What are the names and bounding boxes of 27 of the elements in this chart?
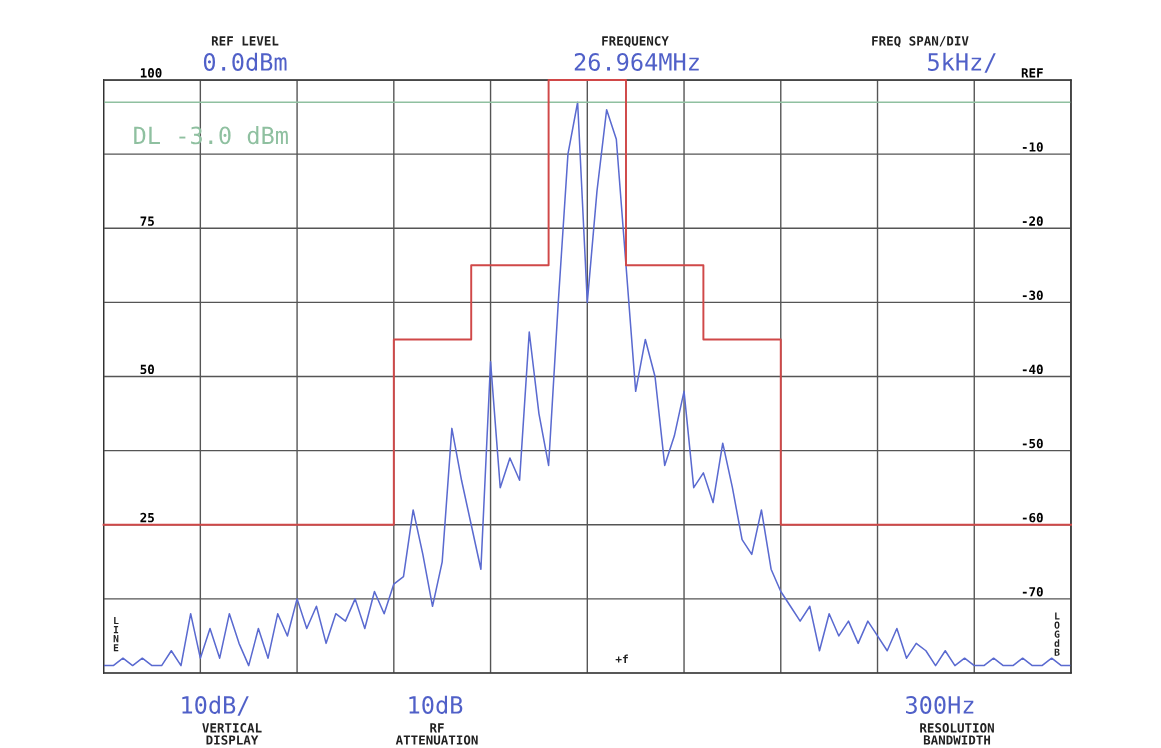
y2-tick-label: 100 — [140, 68, 162, 78]
text: 300Hz — [906, 696, 974, 714]
text: RESOLUTION BANDWIDTH — [920, 723, 994, 745]
text: 10dB/ — [182, 695, 249, 716]
annotation: +f — [615, 654, 628, 664]
y-tick-label: REF — [1021, 68, 1043, 78]
y-tick-label: -20 — [1022, 216, 1043, 226]
text: REF LEVEL — [211, 36, 279, 46]
text: FREQUENCY — [602, 36, 669, 48]
y-tick-label: -50 — [1022, 438, 1043, 449]
text: RF ATTENUATION — [395, 723, 478, 745]
text: FREQ SPAN/DIV — [872, 36, 969, 48]
text: 0.0dBm — [203, 52, 287, 71]
y-tick-label: -40 — [1022, 364, 1043, 375]
text: 5kHz/ — [928, 52, 996, 73]
y2-tick-label: 50 — [140, 364, 155, 375]
y2-tick-label: 75 — [140, 216, 154, 226]
y-tick-label: -10 — [1022, 142, 1043, 152]
annotation: LOG dB — [1054, 612, 1060, 656]
annotation: LINE — [113, 617, 119, 652]
text: VERTICAL DISPLAY — [202, 723, 262, 745]
text: 10dB — [409, 695, 463, 714]
y-tick-label: -60 — [1022, 512, 1043, 523]
text: 26.964MHz — [574, 53, 699, 71]
y2-tick-label: 25 — [140, 512, 154, 523]
y-tick-label: -30 — [1022, 290, 1043, 300]
y-tick-label: -70 — [1022, 587, 1043, 597]
